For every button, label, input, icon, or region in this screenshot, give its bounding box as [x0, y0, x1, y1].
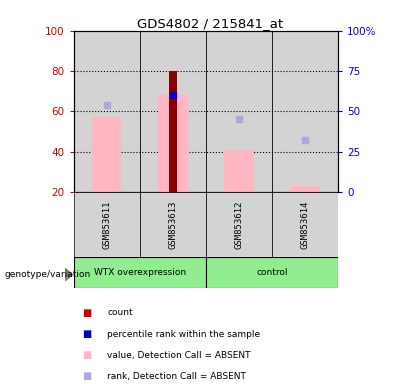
Text: WTX overexpression: WTX overexpression [94, 268, 186, 277]
Bar [74, 31, 139, 192]
Text: rank, Detection Call = ABSENT: rank, Detection Call = ABSENT [107, 372, 246, 381]
Text: GDS4802 / 215841_at: GDS4802 / 215841_at [137, 17, 283, 30]
Bar [206, 257, 338, 288]
Bar [139, 31, 206, 192]
Bar [74, 257, 206, 288]
Text: GSM853612: GSM853612 [234, 200, 243, 249]
Bar [158, 95, 188, 192]
Bar [92, 118, 121, 192]
Bar [74, 192, 139, 257]
Bar [206, 192, 272, 257]
Text: control: control [256, 268, 288, 277]
Text: percentile rank within the sample: percentile rank within the sample [107, 329, 260, 339]
Text: ■: ■ [82, 329, 91, 339]
Text: GSM853611: GSM853611 [102, 200, 111, 249]
Text: ■: ■ [82, 350, 91, 360]
Polygon shape [65, 268, 73, 281]
Bar [272, 31, 338, 192]
Text: value, Detection Call = ABSENT: value, Detection Call = ABSENT [107, 351, 251, 360]
Bar [272, 192, 338, 257]
Text: count: count [107, 308, 133, 318]
Bar [206, 31, 272, 192]
Text: genotype/variation: genotype/variation [4, 270, 90, 279]
Text: ■: ■ [82, 371, 91, 381]
Bar [139, 192, 206, 257]
Bar [224, 150, 254, 192]
Bar [290, 186, 320, 192]
Bar [169, 71, 177, 192]
Text: GSM853614: GSM853614 [301, 200, 310, 249]
Text: GSM853613: GSM853613 [168, 200, 177, 249]
Text: ■: ■ [82, 308, 91, 318]
